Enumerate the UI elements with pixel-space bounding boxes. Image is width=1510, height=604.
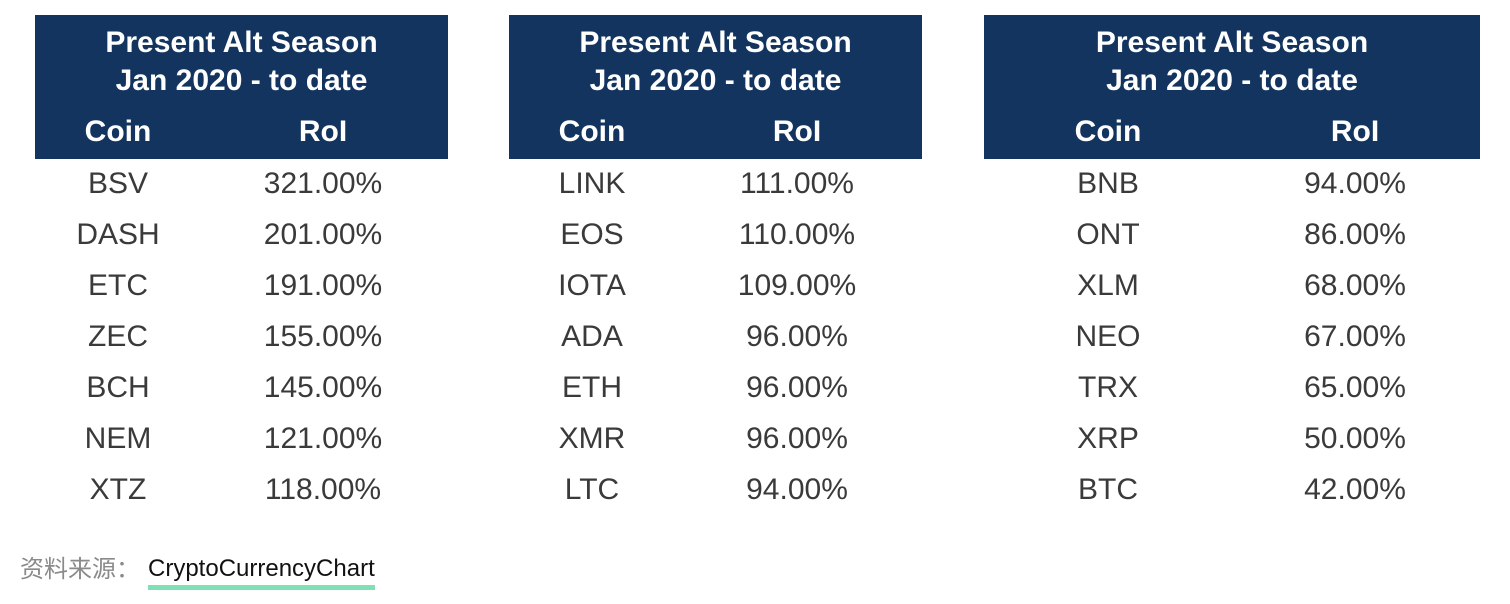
- coin-cell: TRX: [1078, 371, 1138, 404]
- roi-cell: 96.00%: [746, 320, 848, 353]
- roi-cell: 145.00%: [263, 371, 383, 404]
- column-header-roi: RoI: [772, 115, 822, 148]
- coin-cell: IOTA: [558, 269, 626, 302]
- table-row: LTC 94.00%: [509, 471, 922, 522]
- roi-cell: 67.00%: [1304, 320, 1406, 353]
- roi-cell: 94.00%: [746, 473, 848, 506]
- panel-header: Present Alt Season Jan 2020 - to date Co…: [35, 15, 448, 159]
- column-header-coin: Coin: [558, 115, 626, 148]
- table-row: ETH 96.00%: [509, 369, 922, 420]
- column-header-coin: Coin: [1074, 115, 1142, 148]
- table-row: IOTA 109.00%: [509, 267, 922, 318]
- roi-cell: 68.00%: [1304, 269, 1406, 302]
- table-row: DASH 201.00%: [35, 216, 448, 267]
- roi-cell: 86.00%: [1304, 218, 1406, 251]
- roi-cell: 321.00%: [263, 167, 383, 200]
- coin-cell: EOS: [560, 218, 624, 251]
- roi-cell: 42.00%: [1304, 473, 1406, 506]
- coin-cell: BNB: [1077, 167, 1139, 200]
- coin-cell: NEO: [1075, 320, 1141, 353]
- table-title: Present Alt Season: [105, 26, 378, 59]
- table-row: ZEC 155.00%: [35, 318, 448, 369]
- table-title: Present Alt Season: [579, 26, 852, 59]
- coin-cell: BTC: [1078, 473, 1138, 506]
- column-header-roi: RoI: [1330, 115, 1380, 148]
- coin-cell: BCH: [86, 371, 150, 404]
- roi-cell: 155.00%: [263, 320, 383, 353]
- roi-cell: 94.00%: [1304, 167, 1406, 200]
- roi-cell: 96.00%: [746, 422, 848, 455]
- panel-2: Present Alt Season Jan 2020 - to date Co…: [509, 15, 922, 506]
- roi-cell: 191.00%: [263, 269, 383, 302]
- source-link[interactable]: CryptoCurrencyChart: [148, 553, 375, 590]
- table-row: LINK 111.00%: [509, 165, 922, 216]
- coin-cell: XMR: [558, 422, 626, 455]
- roi-cell: 65.00%: [1304, 371, 1406, 404]
- table-row: TRX 65.00%: [984, 369, 1480, 420]
- coin-cell: ONT: [1076, 218, 1140, 251]
- coin-cell: LTC: [564, 473, 620, 506]
- table-row: XMR 96.00%: [509, 420, 922, 471]
- table-row: NEO 67.00%: [984, 318, 1480, 369]
- table-title: Present Alt Season: [1095, 26, 1369, 59]
- panel-1: Present Alt Season Jan 2020 - to date Co…: [35, 15, 448, 506]
- roi-cell: 118.00%: [264, 473, 382, 506]
- table-row: XRP 50.00%: [984, 420, 1480, 471]
- coin-cell: ETC: [88, 269, 148, 302]
- coin-cell: XLM: [1077, 269, 1139, 302]
- coin-cell: ADA: [561, 320, 623, 353]
- roi-cell: 50.00%: [1304, 422, 1406, 455]
- panel-header: Present Alt Season Jan 2020 - to date Co…: [509, 15, 922, 159]
- roi-cell: 109.00%: [737, 269, 857, 302]
- table-subtitle: Jan 2020 - to date: [589, 64, 842, 97]
- table-subtitle: Jan 2020 - to date: [115, 64, 368, 97]
- table-row: ETC 191.00%: [35, 267, 448, 318]
- coin-cell: BSV: [87, 167, 149, 200]
- coin-cell: NEM: [84, 422, 152, 455]
- roi-cell: 96.00%: [746, 371, 848, 404]
- table-row: NEM 121.00%: [35, 420, 448, 471]
- roi-cell: 110.00%: [738, 218, 856, 251]
- table-row: XLM 68.00%: [984, 267, 1480, 318]
- coin-cell: ETH: [562, 371, 622, 404]
- coin-cell: ZEC: [88, 320, 148, 353]
- coin-cell: LINK: [558, 167, 626, 200]
- table-row: ONT 86.00%: [984, 216, 1480, 267]
- coin-cell: XRP: [1077, 422, 1139, 455]
- roi-cell: 121.00%: [263, 422, 383, 455]
- panel-3: Present Alt Season Jan 2020 - to date Co…: [984, 15, 1480, 506]
- table-row: BTC 42.00%: [984, 471, 1480, 522]
- panel-header: Present Alt Season Jan 2020 - to date Co…: [984, 15, 1480, 159]
- coin-cell: XTZ: [89, 473, 147, 506]
- roi-cell: 111.00%: [740, 167, 854, 200]
- roi-cell: 201.00%: [263, 218, 383, 251]
- column-header-coin: Coin: [84, 115, 152, 148]
- table-row: BCH 145.00%: [35, 369, 448, 420]
- table-row: EOS 110.00%: [509, 216, 922, 267]
- table-row: XTZ 118.00%: [35, 471, 448, 522]
- source-label: 资料来源：: [20, 555, 140, 583]
- coin-cell: DASH: [76, 218, 160, 251]
- table-row: BNB 94.00%: [984, 165, 1480, 216]
- column-header-roi: RoI: [298, 115, 348, 148]
- table-subtitle: Jan 2020 - to date: [1106, 64, 1358, 97]
- table-row: ADA 96.00%: [509, 318, 922, 369]
- table-row: BSV 321.00%: [35, 165, 448, 216]
